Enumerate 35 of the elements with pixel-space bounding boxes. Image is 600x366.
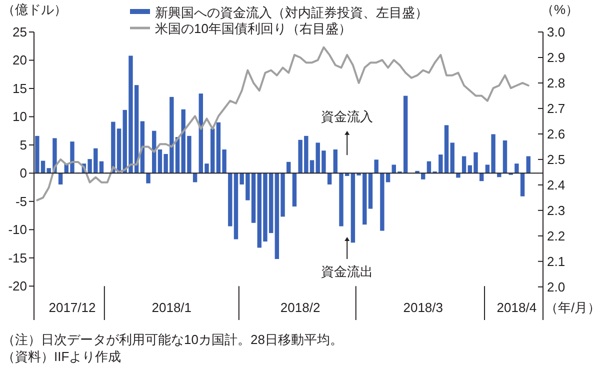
y2-tick-label: 2.5 bbox=[547, 152, 566, 167]
y-tick-label: 15 bbox=[12, 80, 27, 96]
y-tick-label: 10 bbox=[12, 109, 27, 124]
y2-tick-label: 2.1 bbox=[547, 254, 566, 269]
x-tick-label: 2018/1 bbox=[152, 300, 192, 315]
legend-label: 新興国への資金流入（対内証券投資、左目盛） bbox=[155, 5, 428, 20]
y-tick-label: -10 bbox=[8, 222, 27, 238]
x-tick-label: 2018/4 bbox=[496, 300, 537, 315]
y2-tick-label: 2.3 bbox=[547, 202, 566, 218]
y2-axis-title: （%） bbox=[541, 2, 579, 17]
y2-tick-label: 2.0 bbox=[547, 279, 566, 294]
y-tick-label: -5 bbox=[15, 194, 27, 209]
x-axis-title: （年/月） bbox=[545, 300, 600, 315]
x-tick-label: 2018/2 bbox=[280, 300, 320, 315]
text: （資料）IIFより作成 bbox=[2, 349, 122, 364]
y-tick-label: 20 bbox=[12, 52, 27, 68]
y-tick-label: -15 bbox=[8, 250, 27, 266]
x-tick-label: 2017/12 bbox=[48, 300, 96, 315]
annotation: 資金流入 bbox=[321, 109, 374, 124]
y-tick-label: -20 bbox=[8, 278, 27, 294]
y2-tick-label: 2.6 bbox=[547, 126, 566, 142]
y2-tick-label: 2.2 bbox=[547, 228, 566, 244]
legend-label: 米国の10年国債利回り（右目盛） bbox=[155, 21, 352, 36]
text: （注）日次データが利用可能な10カ国計。28日移動平均。 bbox=[2, 332, 343, 347]
x-tick-label: 2018/3 bbox=[403, 300, 443, 315]
annotation: 資金流出 bbox=[321, 264, 374, 279]
y2-tick-label: 2.7 bbox=[547, 100, 566, 116]
y2-tick-label: 3.0 bbox=[547, 24, 566, 40]
y-tick-label: 0 bbox=[20, 166, 27, 181]
y-tick-label: 25 bbox=[12, 24, 27, 40]
y2-tick-label: 2.4 bbox=[547, 177, 566, 192]
y-axis-title: （億ドル） bbox=[2, 2, 67, 17]
y2-tick-label: 2.8 bbox=[547, 75, 566, 90]
y2-tick-label: 2.9 bbox=[547, 50, 566, 65]
y-tick-label: 5 bbox=[20, 137, 27, 152]
